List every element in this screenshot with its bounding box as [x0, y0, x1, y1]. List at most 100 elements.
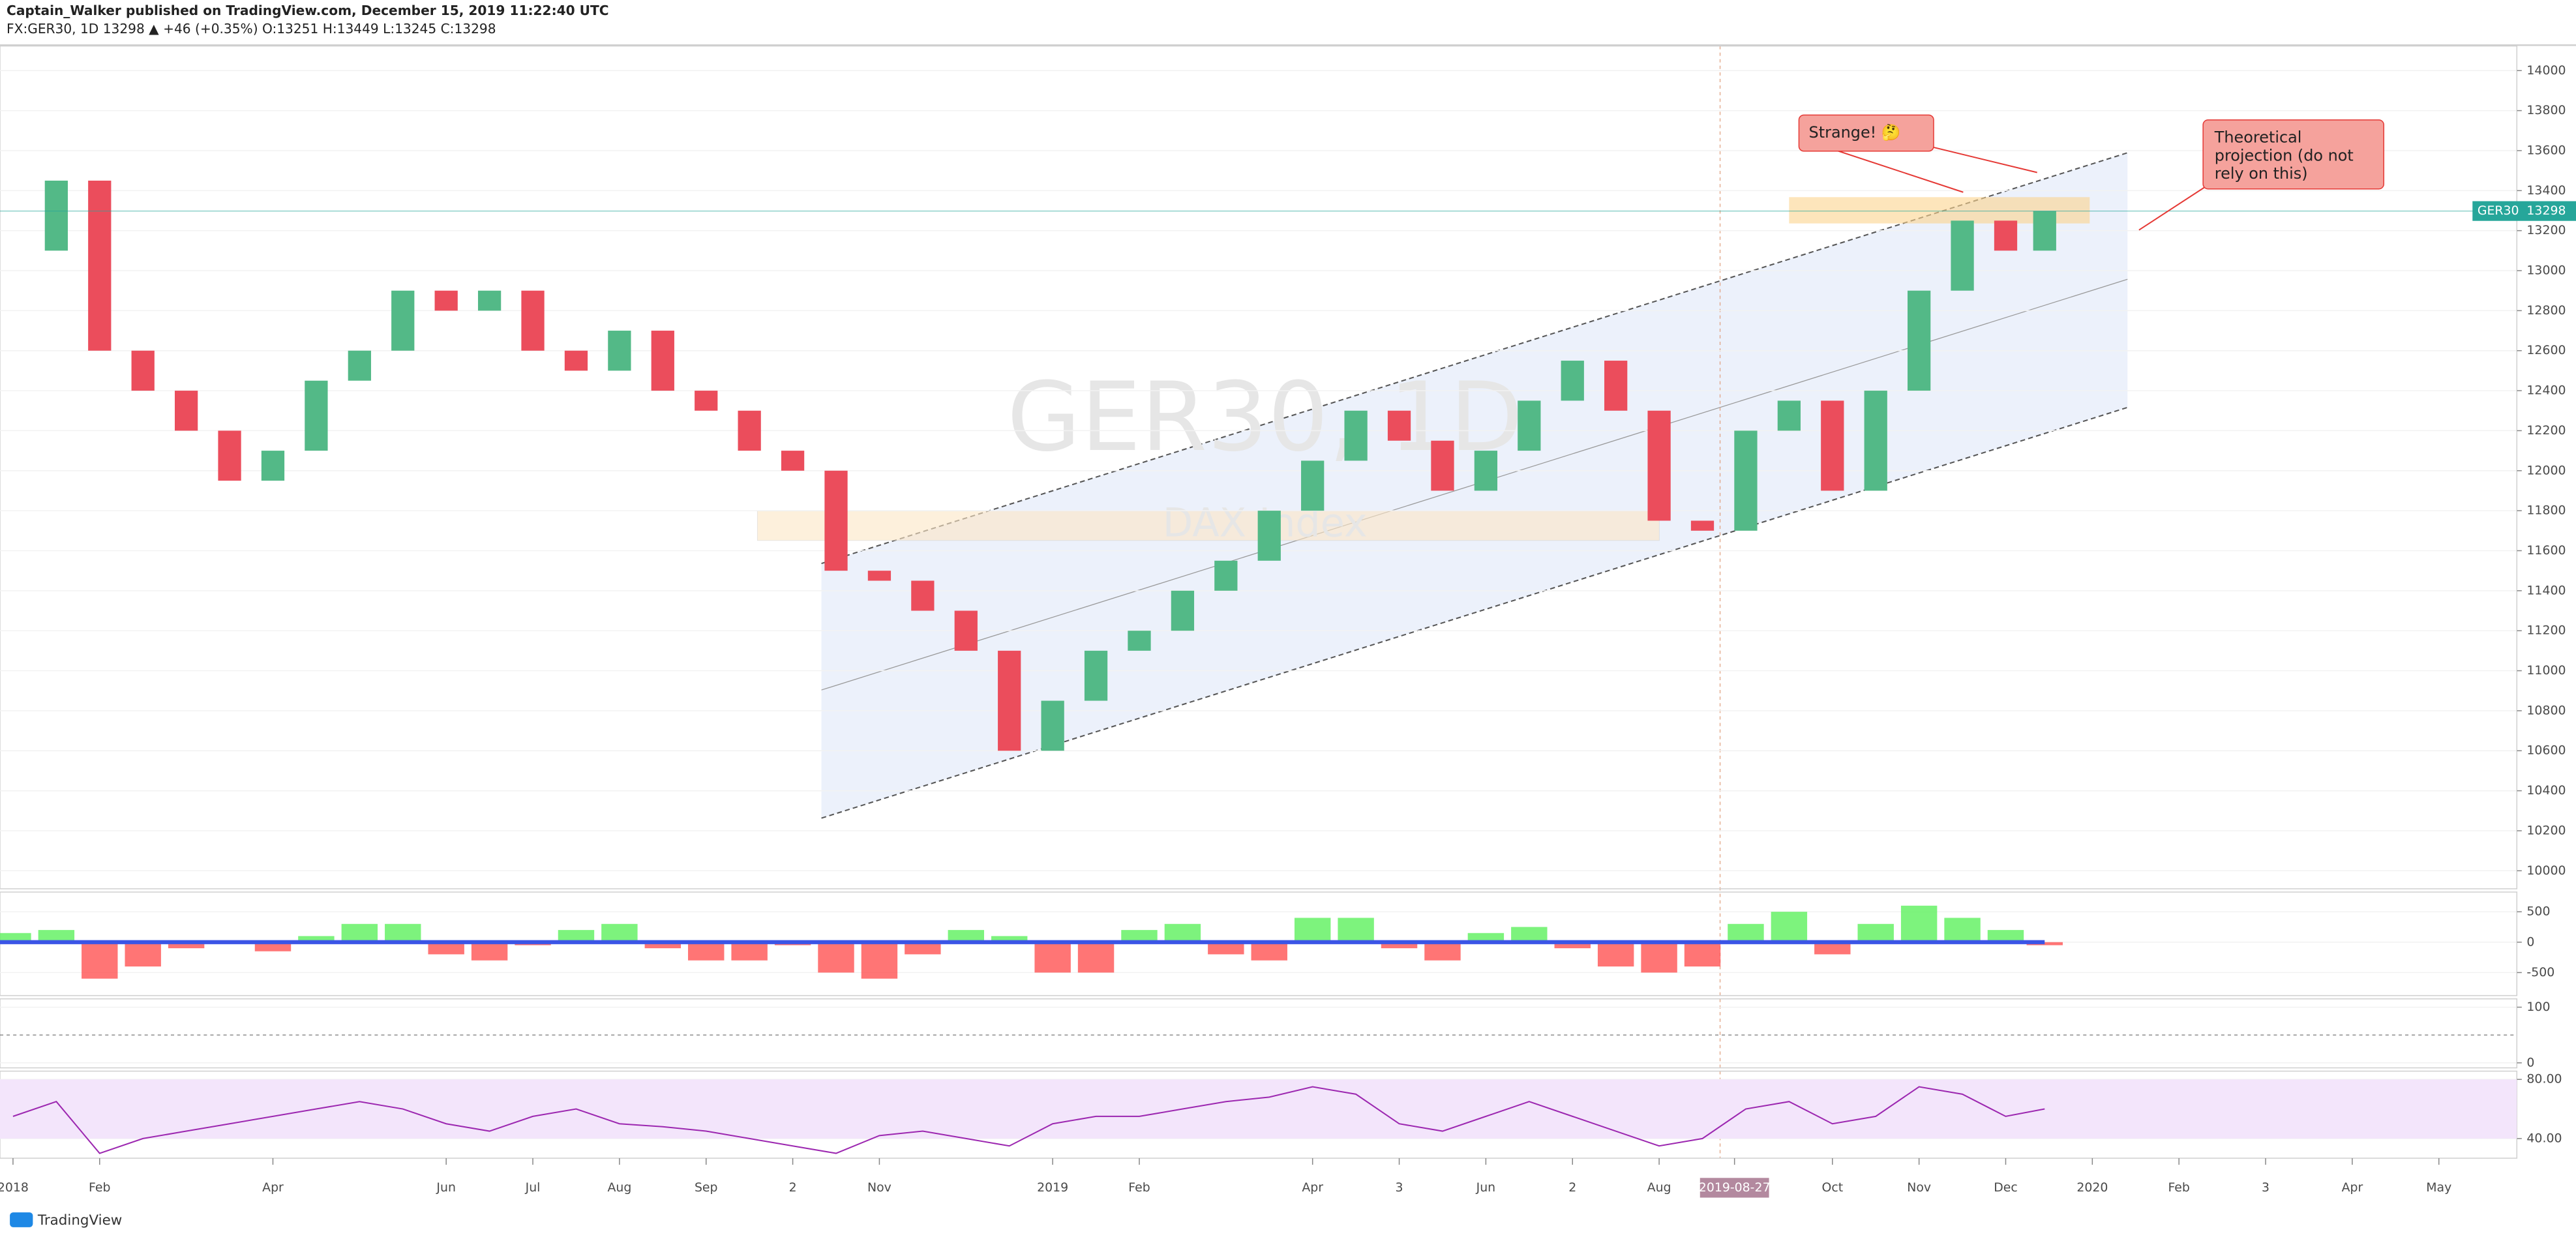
y-tick-label: 10800: [2526, 703, 2566, 717]
arrow: [1818, 143, 1964, 193]
x-tick-label: Aug: [607, 1180, 631, 1195]
candle: [1690, 520, 1715, 531]
histogram-bar: [601, 923, 638, 942]
y-tick-label: 12200: [2526, 423, 2566, 438]
note-box: [1798, 114, 1934, 152]
candle: [1561, 361, 1584, 401]
x-tick-label: 2019: [1037, 1180, 1068, 1195]
x-tick-label: Apr: [2342, 1180, 2363, 1195]
candle: [477, 290, 502, 311]
y-tick-label: 11000: [2526, 663, 2566, 678]
x-tick-label: Jun: [1476, 1180, 1495, 1195]
histogram-bar: [1511, 927, 1548, 942]
y-tick-label: 40.00: [2526, 1131, 2562, 1145]
candle: [305, 380, 328, 451]
y-tick-label: 500: [2526, 905, 2550, 919]
note: Theoretical: [2214, 128, 2302, 147]
histogram-bar: [82, 942, 118, 979]
rsi-line: [12, 1086, 2045, 1154]
candle: [1214, 560, 1238, 591]
histogram-bar: [991, 936, 1028, 942]
histogram-bar: [1684, 942, 1721, 967]
y-tick-label: 10600: [2526, 743, 2566, 758]
candle: [131, 350, 155, 391]
y-tick-label: 11800: [2526, 503, 2566, 518]
histogram-bar: [688, 942, 725, 961]
candle: [1908, 290, 1931, 391]
histogram-bar: [428, 942, 464, 955]
symbol-line: FX:GER30, 1D 13298 ▲ +46 (+0.35%) O:1325…: [7, 21, 496, 37]
histogram-bar: [1338, 918, 1374, 942]
x-tick-label: Jul: [525, 1180, 541, 1195]
y-tick-label: 10400: [2526, 783, 2566, 798]
candle: [867, 571, 891, 581]
histogram-bar: [1641, 942, 1677, 973]
y-tick-label: 13800: [2526, 103, 2566, 117]
x-tick-label: 3: [1396, 1180, 1403, 1195]
candle: [1647, 410, 1671, 521]
histogram-bar: [1164, 923, 1201, 942]
candle: [1128, 631, 1151, 651]
histogram-bar: [168, 942, 205, 949]
candle: [1387, 410, 1411, 441]
candle: [434, 290, 458, 311]
histogram-bar: [905, 942, 941, 955]
histogram-bar: [1944, 918, 1981, 942]
candle: [1474, 451, 1498, 491]
histogram-bar: [1208, 942, 1244, 955]
candle: [651, 331, 674, 391]
candle: [1518, 400, 1541, 451]
pane: [0, 45, 2518, 890]
histogram-bar: [385, 923, 421, 942]
histogram-bar: [0, 933, 31, 942]
histogram-bar: [1987, 930, 2024, 942]
price-tag: [2472, 201, 2576, 221]
x-tick-label: 2020: [2076, 1180, 2108, 1195]
candle: [1734, 430, 1758, 531]
histogram-bar: [38, 930, 75, 942]
candle: [1431, 440, 1454, 491]
candle: [218, 430, 241, 481]
y-tick-label: 12000: [2526, 463, 2566, 477]
zone: [756, 511, 1660, 541]
candle: [1041, 700, 1064, 751]
y-tick-label: 11400: [2526, 583, 2566, 597]
x-tick-label: Dec: [1994, 1180, 2018, 1195]
x-tick-label: 2019-08-27: [1699, 1180, 1771, 1195]
candle: [781, 451, 805, 471]
candle: [1604, 361, 1628, 411]
x-tick-label: Feb: [89, 1180, 110, 1195]
y-tick-label: 100: [2526, 1000, 2550, 1014]
candle: [1864, 391, 1887, 491]
x-tick-label: 2: [789, 1180, 797, 1195]
price-tag-value: 13298: [2526, 203, 2566, 218]
candle: [348, 350, 371, 381]
y-tick-label: 12600: [2526, 343, 2566, 357]
histogram-bar: [1424, 942, 1461, 961]
x-tick-label: Feb: [1128, 1180, 1150, 1195]
histogram-bar: [1381, 942, 1418, 949]
histogram-bar: [861, 942, 898, 979]
x-tick-label: Feb: [2168, 1180, 2189, 1195]
y-tick-label: 0: [2526, 934, 2534, 949]
y-tick-label: 12400: [2526, 383, 2566, 398]
histogram-bar: [1597, 942, 1634, 967]
candle: [1301, 460, 1325, 511]
candle: [1994, 220, 2018, 251]
histogram-bar: [558, 930, 595, 942]
x-tick-label: Aug: [1647, 1180, 1671, 1195]
note: projection (do not: [2215, 146, 2354, 164]
candle: [1951, 220, 1974, 291]
footer[interactable]: TradingView: [37, 1212, 122, 1229]
histogram-bar: [1554, 942, 1591, 949]
note-box: [2202, 119, 2385, 190]
histogram-bar: [948, 930, 984, 942]
note: rely on this): [2215, 164, 2308, 183]
y-tick-label: 13000: [2526, 263, 2566, 278]
pane: [0, 998, 2518, 1069]
candle: [1821, 400, 1844, 491]
pane: [0, 891, 2518, 996]
author-line: Captain_Walker published on TradingView.…: [7, 3, 608, 18]
y-tick-label: 13200: [2526, 223, 2566, 237]
